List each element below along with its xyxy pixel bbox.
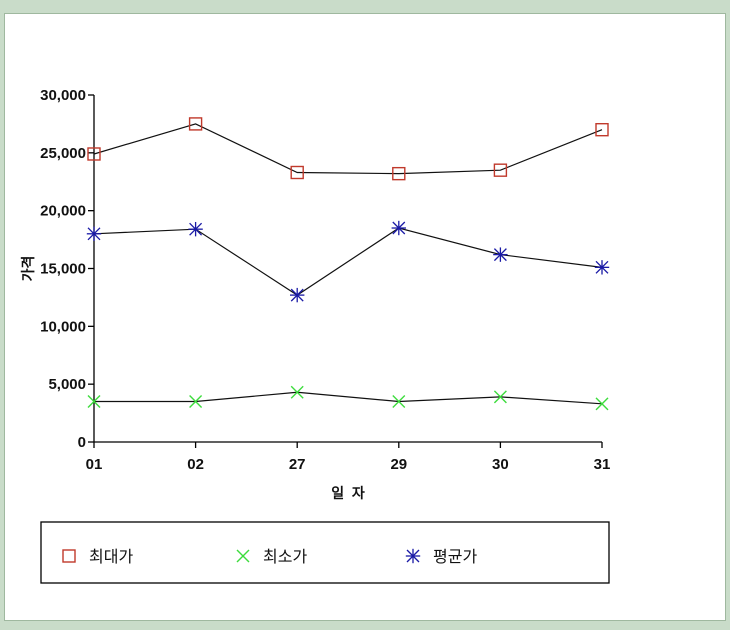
series-line-3 bbox=[93, 227, 603, 296]
data-point bbox=[392, 166, 406, 181]
data-point bbox=[594, 260, 610, 275]
y-tick-label: 10,000 bbox=[40, 318, 86, 335]
data-point bbox=[392, 395, 406, 409]
legend-label: 최대가 bbox=[89, 548, 133, 566]
legend-box bbox=[40, 521, 610, 584]
y-tick-label: 0 bbox=[78, 434, 86, 451]
legend-marker bbox=[62, 549, 76, 563]
series-line-1 bbox=[93, 123, 603, 175]
x-tick-label: 01 bbox=[86, 456, 103, 473]
data-point bbox=[391, 220, 406, 236]
data-point bbox=[493, 247, 508, 262]
x-ticks: 01 02 27 29 30 31 bbox=[86, 442, 611, 473]
legend-marker bbox=[405, 548, 421, 564]
y-tick-label: 20,000 bbox=[40, 203, 86, 220]
series-lines bbox=[93, 123, 603, 405]
data-point bbox=[189, 395, 203, 409]
x-tick-label: 29 bbox=[390, 456, 407, 473]
x-axis-label: 일 자 bbox=[331, 485, 365, 501]
data-point bbox=[493, 163, 508, 177]
data-point bbox=[290, 385, 304, 399]
series-markers bbox=[86, 117, 610, 411]
x-tick-label: 27 bbox=[289, 456, 306, 473]
y-ticks: 0 5,000 10,000 15,000 20,000 25,000 30,000 bbox=[40, 87, 94, 451]
legend-marker bbox=[236, 549, 250, 563]
x-tick-label: 31 bbox=[594, 456, 611, 473]
chart-panel: 0 5,000 10,000 15,000 20,000 25,000 30,000 01 0… bbox=[4, 13, 726, 621]
data-point bbox=[493, 390, 507, 404]
x-tick-label: 02 bbox=[187, 456, 204, 473]
data-point bbox=[290, 287, 305, 303]
legend: 최대가 최소가 평균가 bbox=[40, 521, 610, 584]
legend-label: 최소가 bbox=[263, 548, 307, 566]
series-line-2 bbox=[94, 391, 603, 405]
data-point bbox=[87, 395, 101, 409]
data-point bbox=[86, 226, 102, 241]
y-tick-label: 15,000 bbox=[40, 261, 86, 278]
y-tick-label: 30,000 bbox=[40, 87, 86, 104]
data-point bbox=[87, 147, 101, 161]
data-point bbox=[595, 397, 609, 411]
y-tick-label: 5,000 bbox=[48, 376, 86, 393]
legend-label: 평균가 bbox=[433, 548, 477, 566]
y-axis-label: 가격 bbox=[20, 256, 36, 282]
y-tick-label: 25,000 bbox=[40, 145, 86, 162]
data-point bbox=[595, 122, 609, 137]
data-point bbox=[188, 117, 203, 131]
data-point bbox=[290, 165, 304, 180]
data-point bbox=[188, 221, 203, 237]
x-tick-label: 30 bbox=[492, 456, 509, 473]
axes bbox=[93, 95, 602, 443]
